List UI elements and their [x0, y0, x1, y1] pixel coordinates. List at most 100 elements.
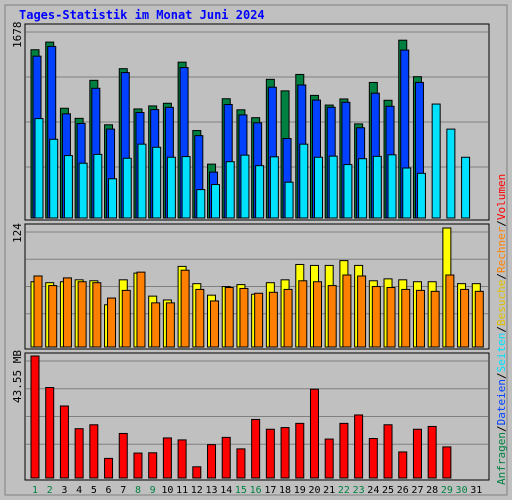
day-label: 30 — [456, 485, 468, 496]
bar-pages — [284, 181, 294, 219]
bar-sites — [327, 285, 337, 348]
bar-volume — [177, 439, 187, 479]
bars-layer — [30, 39, 484, 479]
bar-pages — [240, 154, 250, 219]
bar-sites — [415, 289, 425, 348]
bar-pages — [387, 154, 397, 219]
bar-pages — [358, 158, 368, 219]
bar-sites — [77, 281, 87, 348]
bar-volume — [427, 425, 437, 479]
bar-volume — [354, 414, 364, 479]
bar-pages — [225, 161, 235, 219]
day-label: 29 — [441, 485, 453, 496]
legend-item: Rechner — [495, 226, 508, 273]
bar-sites — [195, 288, 205, 348]
bar-sites — [268, 291, 278, 348]
bar-sites — [224, 287, 234, 348]
bar-pages — [446, 128, 456, 219]
day-label: 26 — [397, 485, 409, 496]
day-label: 12 — [191, 485, 203, 496]
bar-sites — [283, 288, 293, 348]
day-label: 11 — [176, 485, 188, 496]
legend-item: / — [495, 372, 508, 379]
bar-volume — [59, 405, 69, 479]
bar-volume — [118, 432, 128, 479]
bar-sites — [62, 277, 72, 348]
bar-pages — [431, 103, 441, 219]
bar-pages — [152, 146, 162, 219]
bar-sites — [210, 300, 220, 348]
bar-volume — [383, 424, 393, 479]
bar-volume — [192, 466, 202, 479]
bar-volume — [236, 448, 246, 479]
bar-sites — [474, 290, 484, 348]
legend-item: Anfragen — [495, 432, 508, 485]
legend-item: / — [495, 273, 508, 280]
day-label: 6 — [106, 485, 112, 496]
bar-pages — [313, 156, 323, 219]
bar-volume — [442, 446, 452, 479]
bar-sites — [401, 288, 411, 348]
day-label: 24 — [367, 485, 379, 496]
mid-panel-max-label: 124 — [11, 223, 24, 243]
bar-pages — [166, 156, 176, 219]
bar-pages — [343, 164, 353, 219]
bar-volume — [309, 388, 319, 479]
day-label: 23 — [353, 485, 365, 496]
day-label: 5 — [91, 485, 97, 496]
bar-pages — [299, 143, 309, 219]
bar-pages — [122, 157, 132, 219]
bar-volume — [104, 457, 114, 479]
day-label: 27 — [411, 485, 423, 496]
bar-sites — [386, 287, 396, 348]
bar-volume — [89, 424, 99, 479]
day-label: 16 — [250, 485, 262, 496]
bar-volume — [412, 428, 422, 479]
bar-sites — [33, 275, 43, 348]
bar-sites — [165, 302, 175, 348]
bar-sites — [371, 286, 381, 348]
bar-volume — [324, 438, 334, 479]
bar-volume — [148, 452, 158, 479]
bar-sites — [136, 271, 146, 348]
bar-pages — [49, 138, 59, 219]
legend-item: Seiten — [495, 333, 508, 373]
legend-item: / — [495, 326, 508, 333]
bar-pages — [416, 172, 426, 219]
bar-pages — [93, 153, 103, 219]
bar-pages — [372, 155, 382, 219]
day-label: 21 — [323, 485, 335, 496]
bar-pages — [328, 155, 338, 219]
bar-volume — [295, 422, 305, 479]
day-label: 22 — [338, 485, 350, 496]
bar-sites — [430, 290, 440, 348]
bar-sites — [180, 269, 190, 348]
outer-frame — [4, 4, 508, 496]
day-label: 1 — [32, 485, 38, 496]
day-label: 20 — [308, 485, 320, 496]
day-label: 15 — [235, 485, 247, 496]
bar-volume — [251, 418, 261, 479]
bar-volume — [280, 427, 290, 479]
day-label: 10 — [161, 485, 173, 496]
chart-title: Tages-Statistik im Monat Juni 2024 — [19, 8, 265, 22]
bar-sites — [48, 285, 58, 348]
bar-sites — [107, 297, 117, 348]
bar-sites — [357, 275, 367, 348]
bar-pages — [137, 143, 147, 219]
bar-pages — [269, 156, 279, 219]
bar-sites — [239, 287, 249, 348]
bar-pages — [181, 156, 191, 219]
bar-pages — [461, 156, 471, 219]
bar-pages — [196, 189, 206, 219]
bar-pages — [211, 184, 221, 219]
bar-pages — [78, 162, 88, 219]
day-label: 14 — [220, 485, 232, 496]
bar-volume — [221, 436, 231, 479]
bar-sites — [92, 282, 102, 348]
bar-volume — [368, 438, 378, 479]
day-label: 7 — [120, 485, 126, 496]
legend-item: Volumen — [495, 174, 508, 220]
bar-sites — [254, 292, 264, 348]
